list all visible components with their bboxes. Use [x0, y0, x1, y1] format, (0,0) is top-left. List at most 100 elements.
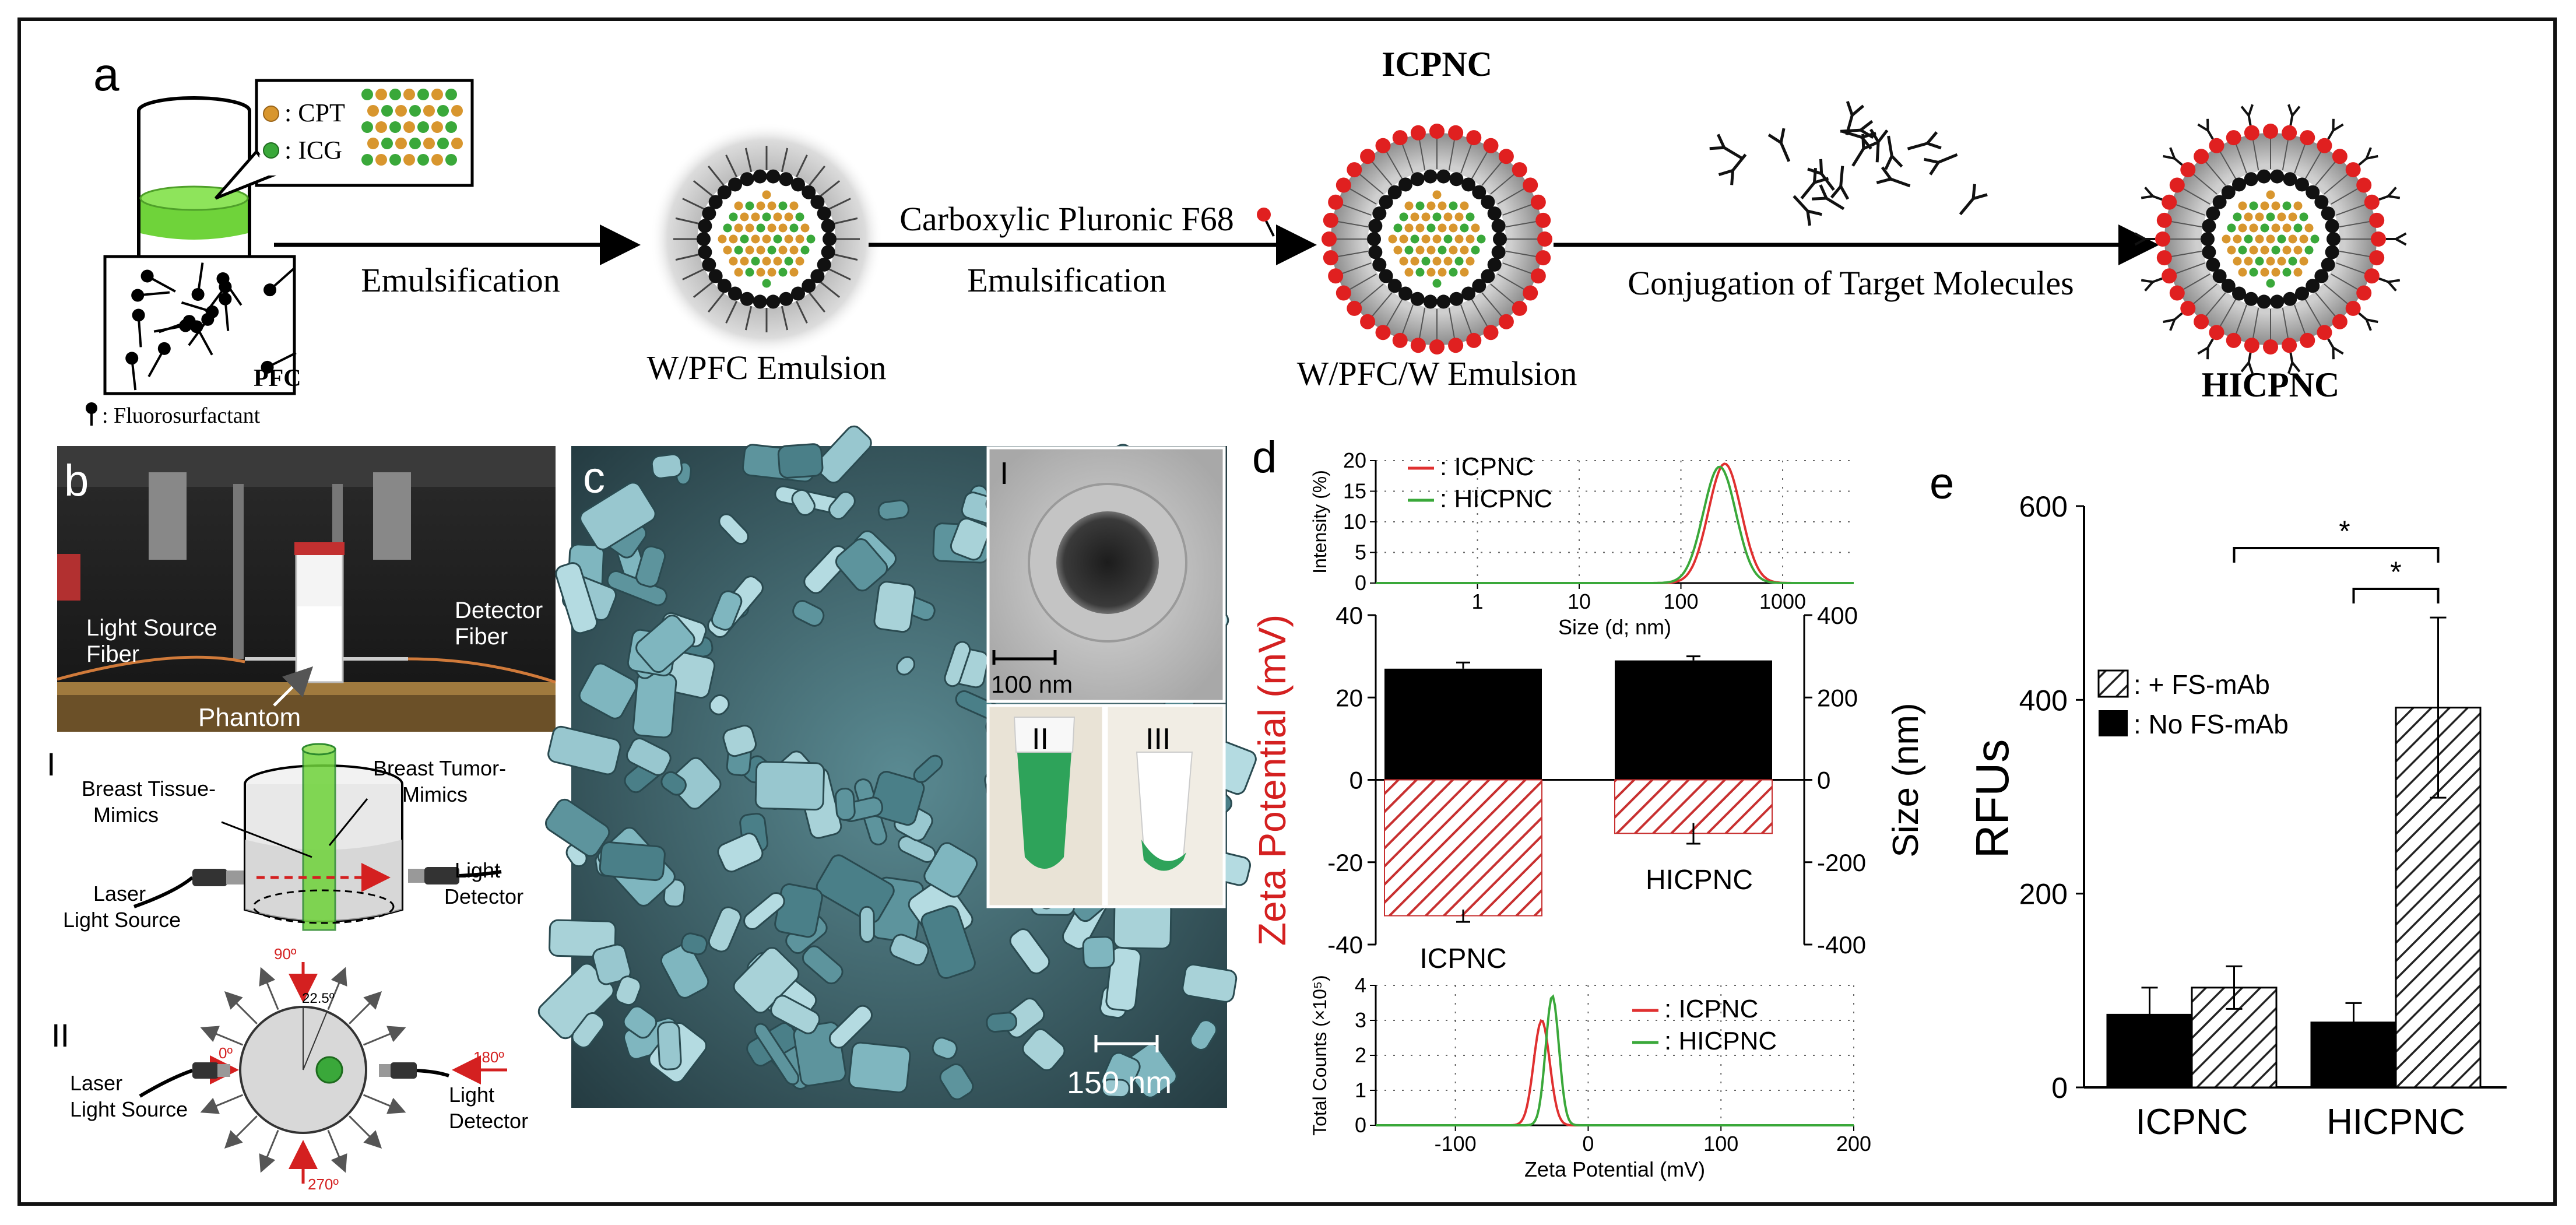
carboxyl-head [1512, 300, 1527, 316]
carboxyl-head [1483, 138, 1499, 153]
drug-dot [745, 268, 754, 277]
drug-dot [789, 245, 799, 255]
surfactant-head [132, 308, 145, 322]
shell-chain [1336, 220, 1368, 228]
antibody-stem [2247, 352, 2252, 363]
carboxyl-head [1512, 162, 1527, 178]
drug-dot [745, 223, 754, 233]
antibody-stem [1839, 166, 1844, 187]
legend-dot [361, 154, 373, 166]
left-tick-label: 20 [1336, 684, 1363, 711]
surfactant-head [791, 177, 805, 192]
drug-dot [1460, 201, 1469, 210]
antibody-arm [1860, 120, 1874, 132]
surfactant-head [1461, 286, 1475, 301]
right-tick-label: -400 [1817, 931, 1866, 959]
carboxyl-head [2369, 250, 2385, 266]
sem-grain [986, 1012, 1018, 1033]
drug-dot [762, 279, 771, 288]
sem-grain [932, 1037, 958, 1060]
legend-dot [451, 105, 463, 117]
drug-dot [1404, 245, 1414, 255]
product-hicpnc: HICPNC [2202, 366, 2340, 404]
antibody-arm [1869, 128, 1880, 143]
drug-dot [1460, 223, 1469, 233]
surfactant-tail [833, 253, 858, 261]
shell-chain [2204, 160, 2226, 186]
zeta-bar-icpnc [1384, 779, 1542, 917]
sem-grain [660, 771, 687, 796]
shell-chain [2174, 262, 2205, 275]
drug-dot [740, 257, 749, 266]
shell-chain [2324, 283, 2349, 306]
carboxyl-head [1347, 162, 1362, 178]
surfactant-head [2321, 257, 2335, 272]
surfactant-head [2244, 292, 2258, 306]
drug-dot [1438, 268, 1447, 277]
angle-180: 180º [473, 1048, 504, 1066]
sem-grain [625, 738, 672, 776]
surfactant-head [2201, 232, 2215, 246]
shell-chain [2336, 203, 2367, 216]
surfactant-head [766, 294, 781, 309]
surfactant-head [702, 257, 716, 272]
significance-star: * [2339, 515, 2350, 547]
shell-chain [2324, 173, 2349, 195]
shell-chain [1490, 173, 1516, 195]
carboxyl-head [2180, 162, 2196, 178]
drug-dot [767, 268, 776, 277]
antibody-arm [1926, 131, 1938, 145]
surfactant-tail [744, 306, 753, 331]
drug-dot [2310, 234, 2320, 244]
y-tick-label: 5 [1355, 540, 1366, 564]
sem-grain [711, 590, 743, 631]
y-tick-label: 4 [1355, 973, 1366, 997]
scatter-ray [224, 991, 258, 1024]
legend-dot [389, 89, 401, 100]
sem-grain [873, 581, 916, 633]
antibody-arm [2247, 104, 2254, 116]
sem-grain [939, 1063, 974, 1100]
drug-dot [2293, 201, 2303, 210]
carboxyl-head [1375, 325, 1391, 341]
drug-dot [2266, 190, 2275, 199]
antibody-arm [1861, 134, 1865, 149]
drug-dot [745, 201, 754, 210]
surfactant-tail [744, 148, 753, 173]
drug-dot [773, 234, 782, 244]
sem-grain [592, 943, 631, 985]
scatter-ray [200, 1094, 244, 1114]
carboxyl-head [2300, 332, 2315, 348]
drug-dot [789, 201, 799, 210]
carboxyl-head [2317, 325, 2332, 341]
surfactant-head [1436, 294, 1451, 309]
surfactant-head [1398, 286, 1412, 301]
surfactant-head [2295, 177, 2309, 192]
surfactant-head [1449, 172, 1464, 187]
sem-grain [635, 615, 695, 673]
panel-b: b Light Source Fiber Detector Fiber Phan… [47, 446, 556, 1193]
drug-dot [767, 245, 776, 255]
surfactant-head [201, 313, 215, 326]
drug-dot [1415, 245, 1425, 255]
shell-chain [2170, 220, 2202, 228]
surfactant-head [131, 289, 145, 302]
carboxyl-head [1530, 194, 1546, 210]
left-tick-label: 40 [1336, 602, 1363, 629]
category-label-hicpnc: HICPNC [2327, 1102, 2465, 1142]
x-tick-label: 100 [1703, 1132, 1738, 1156]
sem-grain [722, 725, 757, 757]
beaker [137, 96, 251, 267]
shell-chain [1448, 138, 1456, 170]
surfactant-tail [820, 180, 841, 197]
carboxyl-head [1336, 177, 1351, 193]
surfactant-head [1461, 177, 1475, 192]
surfactant-tail [675, 217, 700, 225]
sem-grain [835, 538, 888, 592]
shell-chain [2339, 250, 2371, 258]
drug-dot [2293, 268, 2303, 277]
antibody-arm [1819, 184, 1828, 199]
surfactant-head [753, 169, 767, 184]
surfactant-head [817, 206, 831, 221]
surfactant-head [140, 269, 154, 283]
